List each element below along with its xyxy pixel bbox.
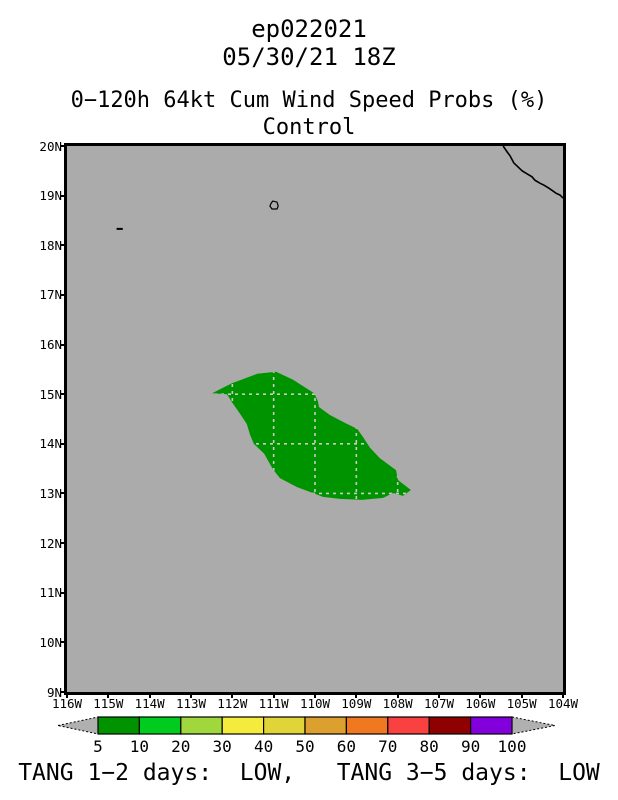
lat-tick-label-20N: 20N — [39, 138, 62, 154]
storm-id: ep022021 — [251, 15, 367, 43]
colorbar-tick-label-50: 50 — [295, 737, 315, 756]
colorbar-left-arrow — [57, 716, 99, 735]
colorbar-tick-label-80: 80 — [419, 737, 439, 756]
lon-tick-109W — [355, 692, 358, 698]
lon-tick-112W — [231, 692, 234, 698]
lon-tick-label-108W: 108W — [382, 696, 413, 711]
colorbar-tick-label-90: 90 — [460, 737, 481, 756]
colorbar-right-arrow — [511, 716, 556, 735]
graticule — [212, 371, 411, 500]
lon-tick-108W — [396, 692, 399, 698]
probability-map-plot — [116, 146, 563, 500]
lat-tick-label-11N: 11N — [39, 585, 62, 601]
lat-tick-9N — [60, 691, 67, 693]
lat-tick-13N — [60, 492, 67, 495]
lon-tick-label-114W: 114W — [134, 696, 165, 711]
lon-tick-107W — [438, 692, 440, 698]
lon-tick-label-110W: 110W — [299, 696, 331, 711]
colorbar-tick-label-10: 10 — [129, 737, 150, 756]
colorbar-segment-80 — [428, 716, 472, 735]
lat-tick-10N — [60, 641, 67, 644]
lat-tick-12N — [60, 542, 67, 545]
lon-tick-label-107W: 107W — [423, 696, 455, 711]
colorbar-segment-5 — [97, 716, 141, 735]
lat-tick-label-10N: 10N — [39, 634, 62, 650]
colorbar-segment-30 — [221, 716, 265, 735]
lat-tick-14N — [60, 442, 67, 445]
lon-tick-104W — [562, 692, 564, 698]
lat-tick-label-16N: 16N — [39, 337, 62, 353]
probability-contour-5pct — [212, 371, 411, 500]
colorbar-segment-60 — [345, 716, 389, 735]
member-label: Control — [262, 115, 356, 140]
lon-tick-label-113W: 113W — [175, 696, 207, 711]
lon-tick-105W — [520, 692, 523, 698]
lat-tick-16N — [60, 343, 67, 346]
lat-tick-17N — [60, 293, 67, 296]
lon-tick-114W — [148, 692, 151, 698]
lon-tick-label-106W: 106W — [465, 696, 496, 711]
lat-tick-11N — [60, 591, 67, 594]
product-title: 0−120h 64kt Cum Wind Speed Probs (%) — [70, 88, 548, 113]
lon-tick-106W — [479, 692, 482, 698]
colorbar-segment-50 — [304, 716, 348, 735]
tang-statement: TANG 1−2 days: LOW, TANG 3−5 days: LOW — [18, 760, 600, 786]
map-area — [64, 143, 566, 695]
lat-tick-label-19N: 19N — [39, 188, 62, 204]
init-time: 05/30/21 18Z — [222, 43, 396, 71]
colorbar-tick-label-40: 40 — [253, 737, 274, 756]
lat-tick-label-9N: 9N — [46, 684, 62, 700]
colorbar-segment-70 — [387, 716, 430, 735]
lat-tick-label-12N: 12N — [39, 535, 62, 551]
lat-tick-label-17N: 17N — [39, 287, 62, 303]
colorbar-segment-10 — [138, 716, 182, 735]
lon-tick-113W — [190, 692, 192, 698]
lat-tick-label-13N: 13N — [39, 485, 62, 501]
lon-tick-111W — [272, 692, 275, 698]
colorbar-tick-label-20: 20 — [171, 737, 191, 756]
lon-tick-label-112W: 112W — [217, 696, 248, 711]
lon-tick-115W — [107, 692, 110, 698]
lon-tick-label-109W: 109W — [341, 696, 372, 711]
lon-tick-label-111W: 111W — [258, 696, 289, 711]
lon-tick-110W — [314, 692, 316, 698]
lat-tick-15N — [60, 393, 67, 396]
lon-tick-116W — [66, 692, 68, 698]
colorbar-tick-label-100: 100 — [497, 737, 527, 756]
coastline — [502, 146, 563, 199]
colorbar-tick-label-60: 60 — [336, 737, 357, 756]
socorro-island-icon — [269, 200, 279, 210]
colorbar-segment-20 — [180, 716, 223, 735]
lat-tick-20N — [60, 145, 67, 147]
lat-tick-18N — [60, 244, 67, 247]
lon-tick-label-104W: 104W — [547, 696, 579, 711]
lon-tick-label-115W: 115W — [93, 696, 124, 711]
colorbar-segment-90 — [470, 716, 513, 735]
colorbar-tick-label-30: 30 — [212, 737, 232, 756]
lon-tick-label-116W: 116W — [51, 696, 83, 711]
lat-tick-label-18N: 18N — [39, 237, 62, 253]
lat-tick-19N — [60, 194, 67, 197]
colorbar-tick-label-70: 70 — [378, 737, 398, 756]
lat-tick-label-15N: 15N — [39, 386, 62, 402]
probability-colorbar — [57, 716, 556, 735]
lat-tick-label-14N: 14N — [39, 436, 62, 452]
colorbar-segment-40 — [263, 716, 306, 735]
colorbar-tick-label-5: 5 — [93, 737, 103, 756]
lon-tick-label-105W: 105W — [506, 696, 537, 711]
